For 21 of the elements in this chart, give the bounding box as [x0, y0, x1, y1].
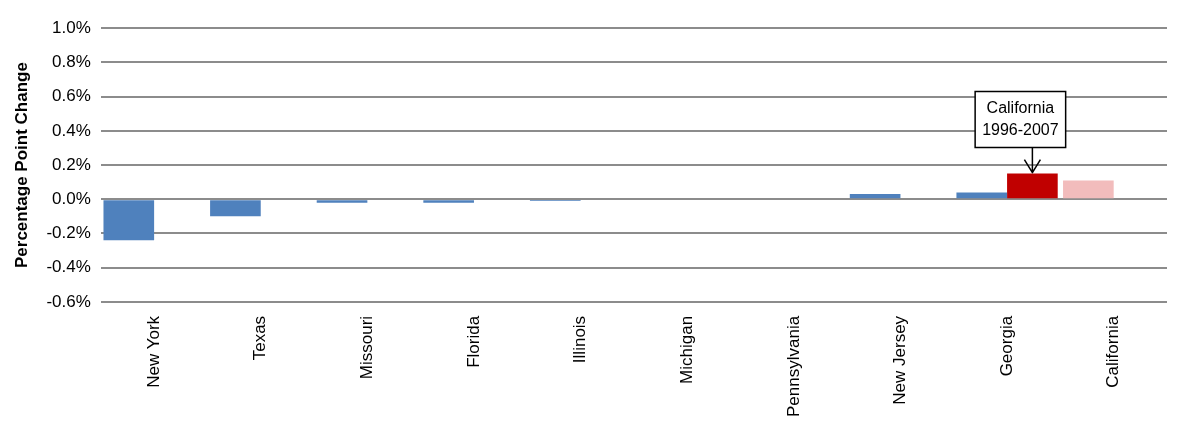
- y-axis-title: Percentage Point Change: [11, 62, 31, 269]
- y-tick-label: 1.0%: [52, 17, 91, 37]
- x-tick-label: Georgia: [996, 315, 1016, 377]
- x-tick-label: California: [1103, 315, 1123, 388]
- annotation: California 1996-2007: [982, 99, 1059, 138]
- x-tick-label: Missouri: [357, 315, 377, 380]
- y-tick-label: -0.2%: [46, 223, 91, 243]
- y-tick-label: 0.8%: [52, 52, 91, 72]
- x-tick-label: New Jersey: [890, 315, 910, 405]
- y-tick-label: -0.4%: [46, 257, 91, 277]
- x-tick-label: New York: [143, 315, 163, 388]
- x-tick-label: Florida: [463, 315, 483, 368]
- y-tick-label: -0.6%: [46, 291, 91, 311]
- y-tick-label: 0.6%: [52, 86, 91, 106]
- x-tick-label: Pennsylvania: [783, 315, 803, 417]
- x-tick-label: Michigan: [676, 315, 696, 384]
- y-tick-label: 0.2%: [52, 154, 91, 174]
- x-tick-label: Illinois: [570, 315, 590, 364]
- y-tick-label: 0.0%: [52, 188, 91, 208]
- x-tick-label: Texas: [250, 315, 270, 361]
- y-tick-label: 0.4%: [52, 120, 91, 140]
